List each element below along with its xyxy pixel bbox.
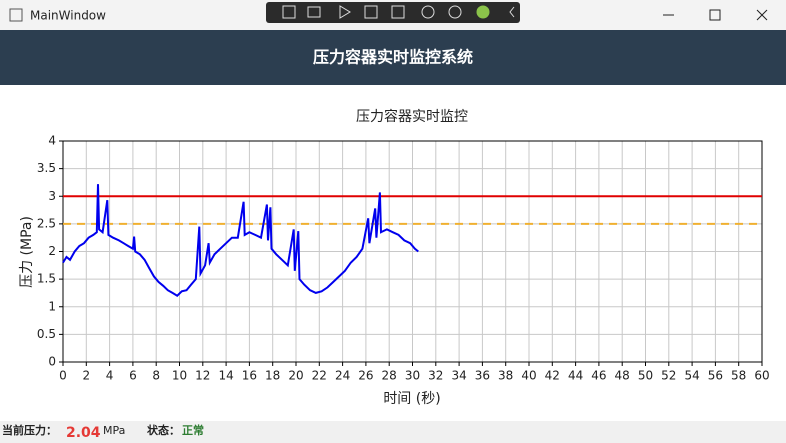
x-tick-label: 28	[382, 369, 397, 383]
state-label: 状态：	[147, 423, 180, 437]
x-tick-label: 2	[82, 369, 90, 383]
x-tick-label: 46	[591, 369, 606, 383]
y-tick-label: 1.5	[37, 272, 56, 286]
window-icon	[9, 8, 23, 22]
x-tick-label: 20	[288, 369, 303, 383]
x-tick-label: 8	[152, 369, 160, 383]
x-axis-label: 时间 (秒)	[383, 391, 440, 407]
x-tick-label: 38	[498, 369, 513, 383]
x-tick-label: 48	[615, 369, 630, 383]
window-title: MainWindow	[30, 9, 106, 23]
x-tick-label: 36	[475, 369, 490, 383]
y-tick-label: 4	[48, 134, 56, 148]
x-tick-label: 22	[312, 369, 327, 383]
x-tick-label: 26	[358, 369, 373, 383]
pressure-line	[62, 184, 419, 297]
x-tick-label: 40	[521, 369, 536, 383]
x-tick-label: 14	[218, 369, 233, 383]
x-tick-label: 32	[428, 369, 443, 383]
x-tick-label: 30	[405, 369, 420, 383]
toolbar-icons	[282, 5, 515, 19]
x-tick-label: 34	[451, 369, 466, 383]
pressure-value: 2.04	[66, 425, 101, 441]
window-controls[interactable]	[663, 9, 768, 21]
x-tick-label: 50	[638, 369, 653, 383]
x-tick-label: 44	[568, 369, 583, 383]
y-tick-label: 0.5	[37, 327, 56, 341]
x-tick-label: 24	[335, 369, 350, 383]
x-tick-label: 58	[731, 369, 746, 383]
x-tick-label: 54	[684, 369, 699, 383]
y-tick-label: 2	[48, 244, 56, 258]
x-tick-label: 0	[59, 369, 67, 383]
y-tick-label: 0	[48, 355, 56, 369]
x-tick-label: 52	[661, 369, 676, 383]
pressure-unit: MPa	[103, 424, 125, 437]
x-tick-label: 12	[195, 369, 210, 383]
y-tick-label: 3	[48, 189, 56, 203]
chart-title: 压力容器实时监控	[356, 108, 468, 125]
header-title: 压力容器实时监控系统	[313, 48, 473, 67]
y-tick-label: 3.5	[37, 161, 56, 175]
state-value: 正常	[182, 423, 204, 437]
y-tick-label: 1	[48, 299, 56, 313]
x-tick-label: 16	[242, 369, 257, 383]
x-tick-label: 4	[106, 369, 114, 383]
pressure-label: 当前压力：	[2, 423, 57, 437]
x-tick-label: 60	[754, 369, 769, 383]
x-tick-label: 10	[172, 369, 187, 383]
x-tick-label: 6	[129, 369, 137, 383]
x-tick-label: 42	[545, 369, 560, 383]
x-tick-label: 56	[708, 369, 723, 383]
x-tick-label: 18	[265, 369, 280, 383]
header-bar	[0, 30, 786, 85]
y-axis-label: 压力 (MPa)	[19, 216, 35, 288]
plot-frame	[62, 140, 763, 363]
status-bar	[0, 421, 786, 443]
y-tick-label: 2.5	[37, 216, 56, 230]
